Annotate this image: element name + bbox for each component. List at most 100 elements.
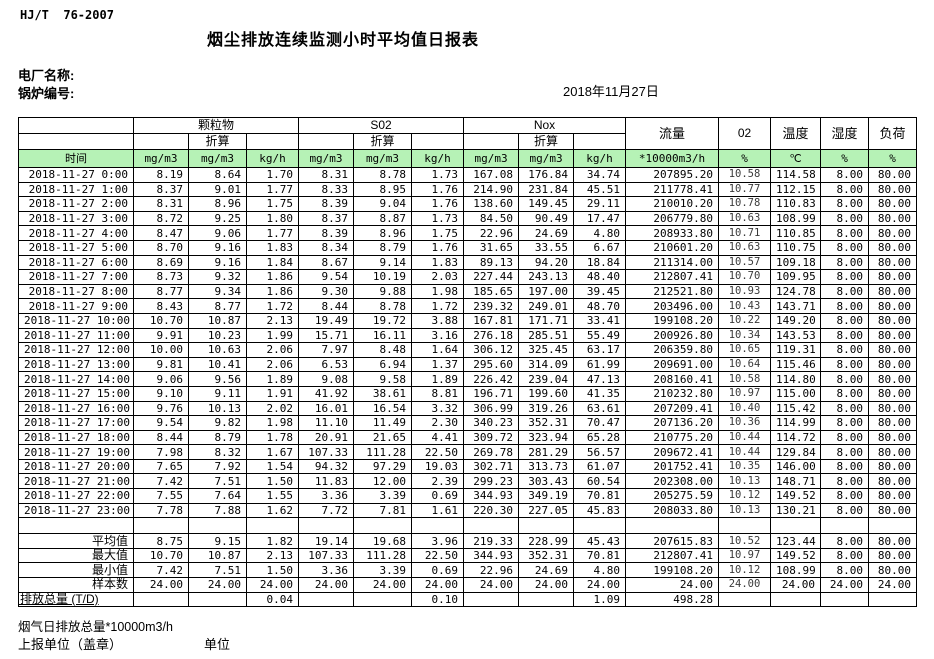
cell-value: 10.35 [718,458,772,475]
table-row: 2018-11-27 15:00 9.10 9.11 1.91 41.92 38.61 8.… [18,385,918,402]
cell-value: 210601.20 [625,239,720,256]
row-label: 平均值 [18,533,134,549]
cell-value: 80.00 [868,356,918,373]
table-row: 2018-11-27 10:00 10.70 10.87 2.13 19.49 19.72… [18,312,918,329]
cell-value: 7.51 [188,562,247,579]
total-label-text: 日排放总量 (T/D) [20,592,99,606]
cell-value: 1.62 [246,502,299,519]
unit-nox-conv-mgm3: mg/m3 [518,149,575,168]
cell-value: 7.88 [188,502,247,519]
cell-value: 243.13 [518,269,575,285]
cell-value: 80.00 [868,239,918,256]
cell-time: 2018-11-27 5:00 [18,239,134,256]
cell-value: 89.13 [463,254,520,271]
cell-time: 2018-11-27 19:00 [18,444,134,460]
cell-value: 7.51 [188,473,247,490]
cell-value: 24.00 [820,577,870,593]
cell-value: 70.81 [573,488,627,504]
cell-value: 8.33 [298,181,354,198]
cell-time: 2018-11-27 0:00 [18,167,134,183]
table-row: 2018-11-27 20:00 7.65 7.92 1.54 94.32 97.29 19… [18,458,918,475]
cell-value: 129.84 [770,444,822,460]
cell-value: 8.77 [188,298,247,314]
unit-pm-conv-mgm3: mg/m3 [188,149,247,168]
standard-number: HJ/T 76-2007 [20,8,114,22]
cell-value: 8.00 [820,342,870,358]
summary-rows: 平均值 8.75 9.15 1.82 19.14 19.68 3.96 219.33 228.9… [18,517,918,608]
cell-value: 9.76 [133,400,189,417]
cell-time: 2018-11-27 9:00 [18,298,134,314]
table-row: 2018-11-27 2:00 8.31 8.96 1.75 8.39 9.04 1.76 1… [18,196,918,212]
cell-value: 306.12 [463,342,520,358]
cell-value: 313.73 [518,458,575,475]
cell-value: 211778.41 [625,181,720,198]
cell-value: 226.42 [463,371,520,387]
unit-o2-percent: % [718,149,772,168]
cell-value: 8.00 [820,385,870,402]
cell-value: 498.28 [625,591,720,608]
cell-value: 171.71 [518,312,575,329]
cell-value: 1.80 [246,210,299,227]
cell-value: 1.86 [246,269,299,285]
cell-value: 295.60 [463,356,520,373]
cell-value: 3.32 [410,400,465,417]
header-load: 负荷 [868,117,918,150]
cell-value: 1.75 [410,225,465,241]
cell-value: 8.00 [820,488,870,504]
cell-value: 1.72 [410,298,465,314]
header-blank [298,133,354,150]
cell-value: 9.01 [188,181,247,198]
cell-value: 80.00 [868,533,918,549]
cell-value: 207895.20 [625,167,720,183]
cell-value: 201752.41 [625,458,720,475]
cell-value: 8.39 [298,196,354,212]
cell-time: 2018-11-27 3:00 [18,210,134,227]
cell-value: 80.00 [868,444,918,460]
cell-value: 2.02 [246,400,299,417]
cell-value [718,591,772,608]
table-row: 2018-11-27 16:00 9.76 10.13 2.02 16.01 16.54 3… [18,400,918,417]
cell-value: 45.43 [573,533,627,549]
cell-value: 1.98 [410,283,465,300]
header-blank [573,133,627,150]
cell-value: 10.19 [353,269,412,285]
summary-row: 样本数 24.00 24.00 24.00 24.00 24.00 24.00 24.00 24… [18,577,918,593]
cell-value: 8.44 [298,298,354,314]
cell-value: 48.40 [573,269,627,285]
cell-value: 143.71 [770,298,822,314]
cell-value: 9.54 [298,269,354,285]
cell-value: 325.45 [518,342,575,358]
cell-value: 1.91 [246,385,299,402]
cell-value: 10.70 [133,312,189,329]
cell-value: 109.95 [770,269,822,285]
cell-value: 1.83 [410,254,465,271]
cell-value: 149.20 [770,312,822,329]
cell-value: 110.85 [770,225,822,241]
cell-value: 1.72 [246,298,299,314]
cell-value: 48.70 [573,298,627,314]
cell-value: 7.97 [298,342,354,358]
cell-value: 9.10 [133,385,189,402]
cell-value: 210775.20 [625,429,720,446]
cell-value: 80.00 [868,400,918,417]
cell-value: 10.23 [188,327,247,344]
cell-value: 8.00 [820,210,870,227]
cell-value: 21.65 [353,429,412,446]
cell-value: 94.32 [298,458,354,475]
cell-time: 2018-11-27 2:00 [18,196,134,212]
unit-so2-kgh: kg/h [410,149,465,168]
cell-blank [188,517,247,535]
table-row: 2018-11-27 13:00 9.81 10.41 2.06 6.53 6.94 1.3… [18,356,918,373]
cell-time: 2018-11-27 18:00 [18,429,134,446]
cell-value: 24.00 [770,577,822,593]
cell-value: 109.18 [770,254,822,271]
cell-value: 61.99 [573,356,627,373]
cell-value: 10.63 [718,239,772,256]
cell-value: 8.70 [133,239,189,256]
cell-value: 8.78 [353,298,412,314]
cell-value: 212521.80 [625,283,720,300]
cell-value: 115.00 [770,385,822,402]
cell-value: 9.16 [188,239,247,256]
cell-value: 8.00 [820,502,870,519]
